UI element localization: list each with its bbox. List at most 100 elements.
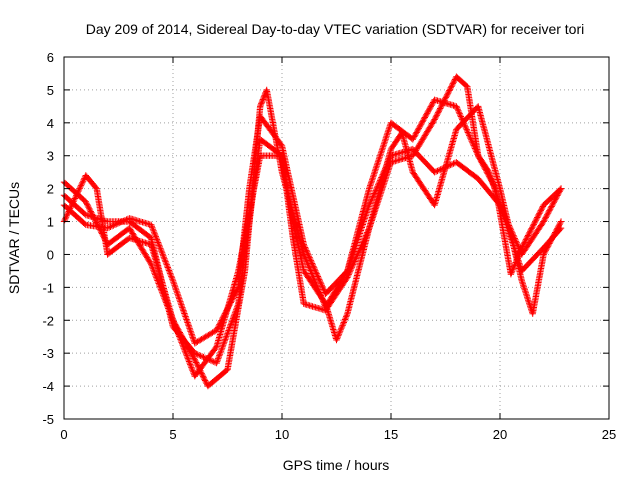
data-point-marker — [176, 296, 183, 304]
data-point-marker — [65, 208, 72, 215]
data-point-marker — [480, 163, 488, 170]
data-point-marker — [483, 169, 491, 176]
data-point-marker — [144, 254, 151, 261]
data-point-marker — [548, 236, 555, 243]
data-point-marker — [69, 201, 76, 208]
data-point-marker — [198, 336, 205, 343]
data-point-marker — [453, 103, 460, 110]
data-point-marker — [315, 274, 322, 282]
data-point-marker — [536, 210, 543, 217]
data-point-marker — [424, 108, 431, 116]
data-point-marker — [488, 177, 495, 184]
data-point-marker — [522, 236, 530, 243]
data-point-marker — [258, 99, 265, 106]
data-point-marker — [82, 198, 89, 205]
data-point-marker — [314, 271, 321, 279]
data-point-marker — [420, 115, 428, 122]
data-point-marker — [147, 259, 154, 267]
y-tick-label: 0 — [47, 247, 54, 262]
data-point-marker — [480, 162, 487, 169]
data-point-marker — [196, 352, 203, 359]
data-point-marker — [166, 270, 174, 277]
data-point-marker — [128, 228, 135, 236]
data-point-marker — [435, 167, 443, 174]
data-point-marker — [343, 313, 350, 320]
data-point-marker — [521, 239, 528, 246]
data-point-marker — [355, 249, 362, 256]
data-point-marker — [212, 344, 219, 352]
data-point-marker — [66, 206, 73, 214]
data-point-marker — [229, 316, 236, 324]
data-point-marker — [518, 246, 525, 253]
data-point-marker — [412, 148, 419, 155]
data-point-marker — [180, 343, 187, 350]
data-point-marker — [517, 247, 524, 254]
data-point-marker — [143, 253, 150, 260]
data-point-marker — [358, 240, 366, 248]
data-point-marker — [411, 133, 418, 140]
data-point-marker — [316, 305, 323, 312]
data-point-marker — [177, 337, 185, 345]
data-point-marker — [541, 215, 549, 222]
data-point-marker — [534, 212, 542, 220]
data-point-marker — [79, 178, 87, 185]
data-point-marker — [515, 253, 522, 260]
data-point-marker — [528, 225, 535, 232]
y-tick-label: -3 — [42, 346, 54, 361]
data-point-marker — [450, 79, 457, 86]
y-tick-label: -4 — [42, 379, 54, 394]
series-day-4 — [60, 73, 565, 380]
data-point-marker — [313, 270, 320, 277]
data-point-marker — [160, 254, 167, 261]
data-point-marker — [455, 109, 463, 116]
data-point-marker — [463, 126, 470, 133]
data-point-marker — [381, 139, 388, 146]
data-point-marker — [417, 122, 424, 129]
data-point-marker — [219, 342, 227, 349]
data-point-marker — [197, 352, 204, 359]
data-point-marker — [357, 245, 364, 252]
data-point-marker — [345, 271, 352, 278]
data-point-marker — [540, 251, 547, 258]
data-point-marker — [410, 134, 417, 142]
data-point-marker — [524, 233, 531, 240]
data-point-marker — [522, 237, 529, 245]
data-point-marker — [81, 220, 88, 227]
x-tick-label: 0 — [60, 427, 67, 442]
data-point-marker — [546, 238, 554, 246]
data-point-marker — [227, 322, 234, 330]
data-point-marker — [222, 336, 229, 343]
data-point-marker — [449, 81, 456, 89]
data-point-marker — [544, 243, 552, 250]
x-tick-label: 20 — [493, 427, 507, 442]
data-point-marker — [434, 167, 441, 175]
data-point-marker — [527, 226, 535, 234]
data-point-marker — [364, 227, 372, 235]
data-point-marker — [76, 185, 83, 192]
data-point-marker — [182, 349, 189, 356]
x-tick-label: 25 — [602, 427, 616, 442]
data-point-marker — [126, 224, 133, 232]
data-point-marker — [152, 233, 159, 240]
data-point-marker — [491, 184, 499, 191]
data-point-marker — [436, 106, 443, 114]
data-point-marker — [420, 133, 428, 141]
data-point-marker — [75, 186, 83, 194]
data-point-marker — [363, 230, 370, 238]
data-point-marker — [349, 262, 356, 270]
data-point-marker — [437, 103, 445, 111]
data-point-marker — [359, 239, 366, 246]
data-point-marker — [414, 127, 421, 135]
data-point-marker — [486, 174, 493, 181]
data-point-marker — [230, 312, 238, 319]
data-point-marker — [154, 237, 161, 245]
y-tick-label: 4 — [47, 116, 54, 131]
data-point-marker — [233, 306, 240, 313]
data-point-marker — [277, 141, 285, 148]
data-point-marker — [317, 280, 325, 287]
data-point-marker — [209, 329, 216, 336]
data-point-marker — [409, 136, 416, 143]
data-point-marker — [447, 161, 454, 169]
data-point-marker — [338, 323, 346, 331]
data-point-marker — [380, 142, 387, 149]
